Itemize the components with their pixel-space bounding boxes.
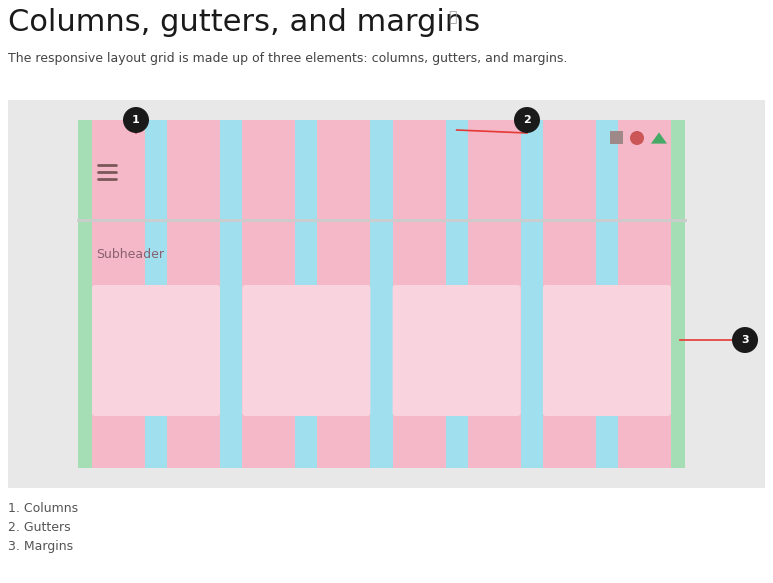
Bar [671, 220, 685, 468]
Bar [295, 220, 318, 468]
Text: Subheader: Subheader [96, 248, 164, 261]
Bar [220, 220, 242, 468]
Bar [610, 131, 623, 144]
Bar [596, 120, 618, 220]
FancyBboxPatch shape [543, 285, 671, 416]
Bar [596, 220, 618, 468]
Bar [78, 220, 92, 468]
Text: 2. Gutters: 2. Gutters [8, 521, 70, 534]
Text: ⛓: ⛓ [448, 10, 456, 24]
Bar [92, 120, 145, 220]
Bar [521, 120, 543, 220]
Bar [618, 220, 671, 468]
Bar [167, 220, 220, 468]
Text: 1: 1 [132, 115, 140, 125]
Bar [78, 120, 92, 220]
FancyBboxPatch shape [393, 285, 521, 416]
Bar [370, 120, 393, 220]
Bar [318, 220, 370, 468]
Bar [445, 220, 468, 468]
Text: 2: 2 [523, 115, 531, 125]
Text: 3. Margins: 3. Margins [8, 540, 73, 553]
Bar [393, 120, 445, 220]
Bar [468, 120, 521, 220]
Polygon shape [651, 132, 667, 143]
Bar [92, 220, 145, 468]
Bar [468, 220, 521, 468]
Bar [220, 120, 242, 220]
Bar [671, 120, 685, 220]
Bar [445, 120, 468, 220]
Circle shape [630, 131, 644, 145]
Bar [543, 220, 596, 468]
Bar [167, 120, 220, 220]
Bar [393, 220, 445, 468]
Bar [543, 120, 596, 220]
Bar [8, 100, 765, 488]
FancyBboxPatch shape [242, 285, 370, 416]
Text: The responsive layout grid is made up of three elements: columns, gutters, and m: The responsive layout grid is made up of… [8, 52, 567, 65]
Bar [242, 220, 295, 468]
Bar [78, 120, 685, 468]
Circle shape [732, 327, 758, 353]
Bar [618, 120, 671, 220]
Text: Columns, gutters, and margins: Columns, gutters, and margins [8, 8, 480, 37]
Bar [145, 120, 167, 220]
Bar [242, 120, 295, 220]
Bar [295, 120, 318, 220]
Bar [521, 220, 543, 468]
Text: 3: 3 [741, 335, 749, 345]
FancyBboxPatch shape [92, 285, 220, 416]
Text: 1. Columns: 1. Columns [8, 502, 78, 515]
Bar [318, 120, 370, 220]
Bar [145, 220, 167, 468]
Circle shape [123, 107, 149, 133]
Bar [370, 220, 393, 468]
Circle shape [514, 107, 540, 133]
